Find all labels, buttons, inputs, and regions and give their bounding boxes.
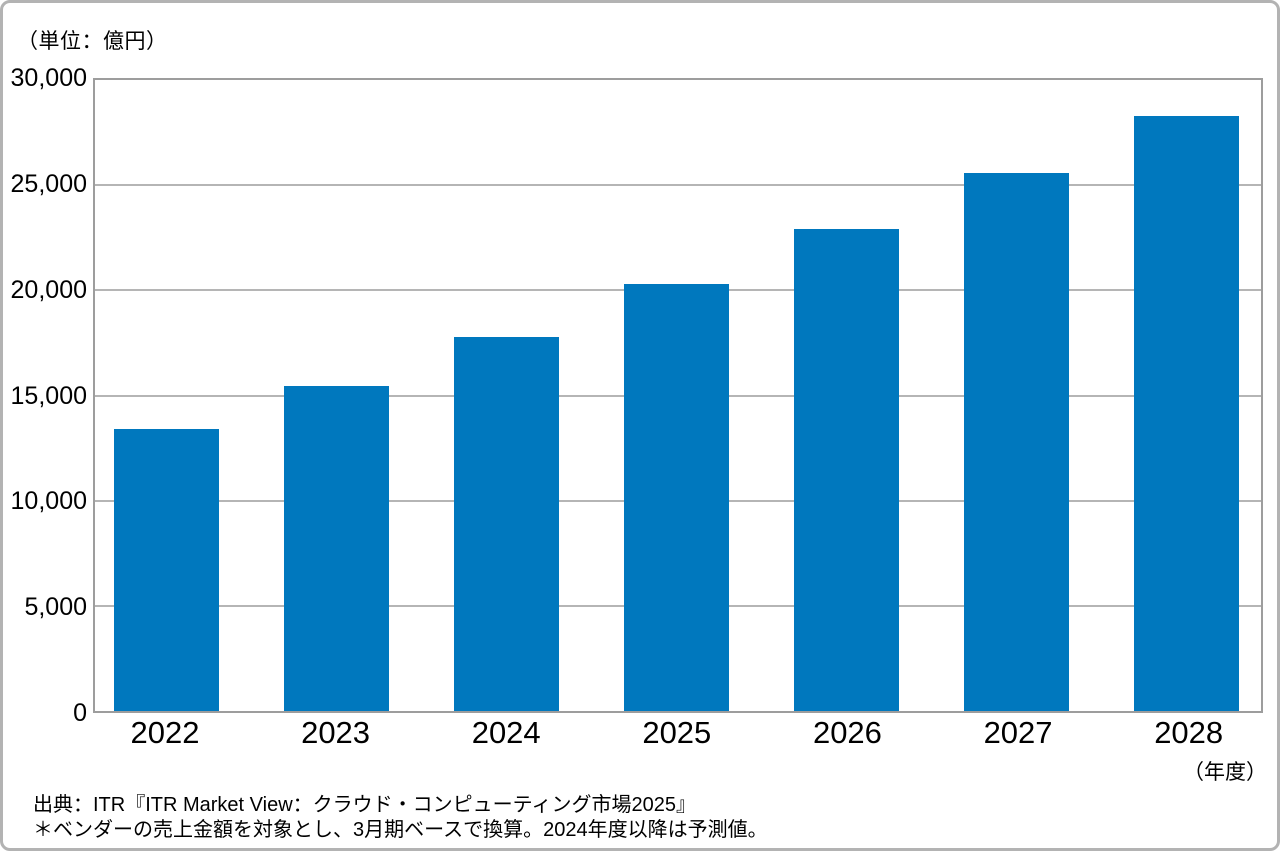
y-tick-label-30000: 30,000 (10, 64, 87, 92)
y-tick-label-10000: 10,000 (10, 487, 87, 516)
source-note: 出典：ITR『ITR Market View：クラウド・コンピューティング市場2… (33, 793, 768, 843)
plot-area (93, 78, 1263, 713)
bar-2026 (794, 229, 900, 711)
bar-2023 (284, 386, 390, 711)
x-tick-label-2026: 2026 (812, 715, 882, 750)
y-tick-label-0: 0 (73, 699, 87, 727)
gridline-25000 (95, 184, 1261, 187)
source-line-2: ＊ベンダーの売上金額を対象とし、3月期ベースで換算。2024年度以降は予測値。 (33, 819, 768, 841)
source-line-1: 出典：ITR『ITR Market View：クラウド・コンピューティング市場2… (33, 794, 696, 816)
x-tick-label-2025: 2025 (642, 715, 712, 750)
y-tick-label-15000: 15,000 (10, 381, 87, 410)
y-axis-tick-labels: 0 5,000 10,000 15,000 20,000 25,000 30,000 (3, 65, 87, 726)
bar-2022 (114, 429, 220, 711)
bar-2027 (964, 172, 1070, 711)
x-tick-label-2022: 2022 (130, 715, 200, 750)
bar-2028 (1134, 115, 1240, 711)
bar-2024 (454, 336, 560, 711)
x-axis-unit-label: （年度） (1183, 761, 1267, 784)
y-axis-unit-label: （単位：億円） (17, 30, 168, 53)
y-tick-label-20000: 20,000 (10, 275, 87, 304)
x-tick-label-2023: 2023 (301, 715, 371, 750)
y-tick-label-5000: 5,000 (24, 593, 87, 622)
x-axis-tick-labels: 2022 2023 2024 2025 2026 2027 2028 (93, 717, 1263, 753)
x-tick-label-2024: 2024 (471, 715, 541, 750)
x-tick-label-2027: 2027 (983, 715, 1053, 750)
x-tick-label-2028: 2028 (1154, 715, 1224, 750)
bar-2025 (624, 284, 730, 711)
y-tick-label-25000: 25,000 (10, 169, 87, 198)
